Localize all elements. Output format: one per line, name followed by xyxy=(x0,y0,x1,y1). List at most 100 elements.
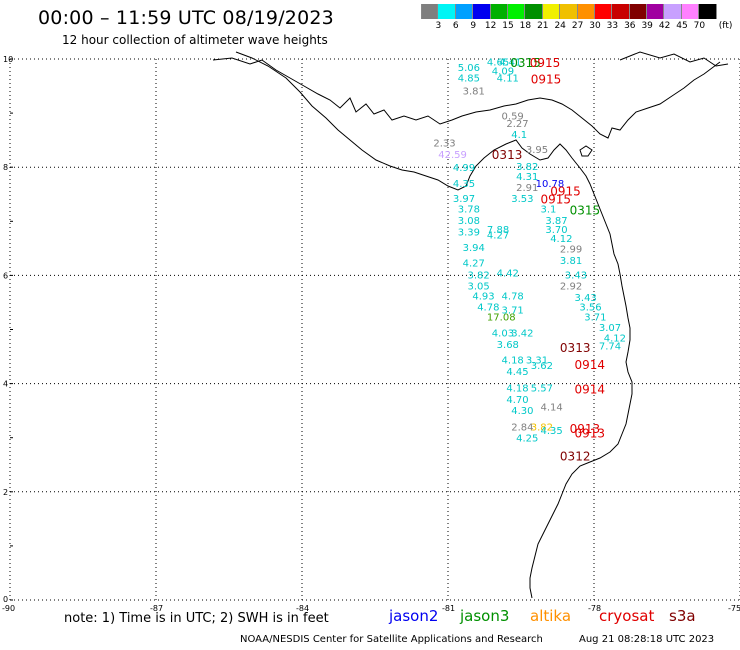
wave-height-label: 3.53 xyxy=(511,194,533,205)
wave-height-label: 42.59 xyxy=(438,150,467,161)
legend-swatch xyxy=(647,4,665,19)
wave-height-label: 4.18 xyxy=(506,384,528,395)
legend-swatch xyxy=(664,4,682,19)
legend-swatch xyxy=(507,4,526,19)
pass-time-label: 0315 xyxy=(510,56,541,70)
legend-label: 9 xyxy=(470,21,477,31)
legend-label: 18 xyxy=(519,21,532,31)
legend-swatch xyxy=(612,4,630,19)
wave-height-label: 3.05 xyxy=(467,281,489,292)
wave-height-label: 3.1 xyxy=(540,205,556,216)
legend-label: 42 xyxy=(658,21,671,31)
wave-height-label: 4.85 xyxy=(458,74,480,85)
wave-height-label: 4.78 xyxy=(502,292,524,303)
wave-height-label: 3.95 xyxy=(526,145,548,156)
pass-time-label: 0913 xyxy=(575,427,606,441)
wave-height-label: 3.62 xyxy=(531,361,553,372)
wave-height-label: 17.08 xyxy=(487,312,516,323)
wave-height-label: 3.68 xyxy=(497,340,519,351)
legend-label: 33 xyxy=(606,21,619,31)
wave-height-label: 3.39 xyxy=(458,227,480,238)
legend-label: 70 xyxy=(693,21,706,31)
legend-swatch xyxy=(629,4,648,19)
satellite-name-cryosat: cryosat xyxy=(599,607,655,625)
wave-height-label: 4.78 xyxy=(477,303,499,314)
pass-time-label: 0913 xyxy=(570,422,601,436)
wave-height-label: 3.42 xyxy=(511,329,533,340)
legend-label: 27 xyxy=(571,21,584,31)
legend-label: 36 xyxy=(624,21,636,31)
y-tick-label: 8 xyxy=(3,163,8,172)
generated-timestamp: Aug 21 08:28:18 UTC 2023 xyxy=(579,634,715,645)
legend-swatch xyxy=(490,4,508,19)
legend-label: 24 xyxy=(554,21,566,31)
legend-label: 12 xyxy=(484,21,497,31)
legend-label: 21 xyxy=(537,21,549,31)
wave-height-label: 4.31 xyxy=(516,172,538,183)
legend-swatch xyxy=(577,4,595,19)
wave-height-label: 3.43 xyxy=(565,271,587,282)
wave-height-label: 3.07 xyxy=(599,323,621,334)
legend-swatch xyxy=(681,4,700,19)
wave-height-label: 4.35 xyxy=(453,179,475,190)
wave-height-label: 4.70 xyxy=(506,395,528,406)
legend-swatch xyxy=(525,4,543,19)
wave-height-label: 3.31 xyxy=(526,356,548,367)
wave-height-label: 3.78 xyxy=(458,205,480,216)
wave-height-label: 4.99 xyxy=(453,163,475,174)
pass-time-labels: 0315091509150313091509150315031309140914… xyxy=(492,56,605,463)
wave-height-label: 4.65 xyxy=(487,57,509,68)
wave-height-label: 2.99 xyxy=(560,245,582,256)
wave-height-label: 4.14 xyxy=(540,403,562,414)
wave-height-label: 3.87 xyxy=(545,216,567,227)
wave-height-label: 4.45 xyxy=(506,367,528,378)
wave-height-label: 5.57 xyxy=(531,384,553,395)
legend-label: 39 xyxy=(641,21,653,31)
credit-line: NOAA/NESDIS Center for Satellite Applica… xyxy=(240,634,543,645)
wave-height-label: 4.27 xyxy=(463,259,485,270)
pass-time-label: 0313 xyxy=(492,148,523,162)
y-tick-label: 4 xyxy=(3,380,8,389)
y-tick-label: 2 xyxy=(3,488,8,497)
legend-label: 15 xyxy=(502,21,514,31)
y-tick-label: 10 xyxy=(3,55,13,64)
wave-height-label: 4.93 xyxy=(472,292,494,303)
wave-height-label: 4.27 xyxy=(487,231,509,242)
wave-height-label: 3.70 xyxy=(545,225,567,236)
x-tick-label: -75 xyxy=(728,604,740,613)
wave-height-label: 4.09 xyxy=(492,67,514,78)
map-grid xyxy=(9,58,740,601)
wave-height-label: 4.42 xyxy=(497,268,519,279)
coastline xyxy=(212,51,729,599)
page-subtitle: 12 hour collection of altimeter wave hei… xyxy=(62,33,328,47)
x-tick-label: -87 xyxy=(150,604,163,613)
wave-height-label: 10.78 xyxy=(536,179,565,190)
wave-height-label: 3.82 xyxy=(467,271,489,282)
legend-unit: (ft) xyxy=(718,21,733,31)
wave-height-label: 4.03 xyxy=(492,329,514,340)
satellite-name-s3a: s3a xyxy=(669,607,696,625)
wave-height-label: 5.06 xyxy=(458,63,480,74)
wave-height-label: 3.08 xyxy=(458,216,480,227)
pass-time-label: 0915 xyxy=(540,192,571,206)
axis-labels: -90 -87 -84 -81 -78 -75 10 8 6 4 2 0 xyxy=(2,55,740,613)
wave-height-label: 7.74 xyxy=(599,342,621,353)
wave-height-label: 0.59 xyxy=(502,112,524,123)
wave-height-label: 4.1 xyxy=(511,130,527,141)
legend-labels: 3 6 9 12 15 18 21 24 27 30 33 36 39 42 45 70 (ft) xyxy=(421,19,733,31)
pass-time-label: 0915 xyxy=(531,72,562,86)
x-tick-label: -81 xyxy=(442,604,455,613)
legend-swatch xyxy=(455,4,474,19)
wave-height-label: 3.81 xyxy=(463,87,485,98)
legend-swatch xyxy=(473,4,491,19)
legend-swatches xyxy=(421,4,717,19)
legend-label: 6 xyxy=(452,21,459,31)
legend-swatch xyxy=(438,4,456,19)
coastline-pacific xyxy=(235,51,633,599)
color-legend: 3 6 9 12 15 18 21 24 27 30 33 36 39 42 45 70 (ft) xyxy=(421,4,733,31)
pass-time-label: 0914 xyxy=(575,358,606,372)
wave-height-label: 4.12 xyxy=(550,234,572,245)
wave-height-label: 3.94 xyxy=(463,243,485,254)
wave-height-label: 3.43 xyxy=(575,293,597,304)
